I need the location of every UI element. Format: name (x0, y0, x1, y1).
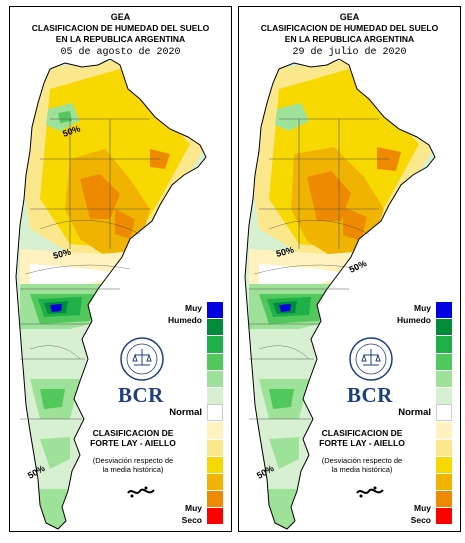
method-note: (Desviación respecto de la media históri… (74, 456, 192, 474)
legend-swatch-2 (436, 335, 452, 353)
legend-bottom-label-2: Seco (181, 515, 202, 525)
method-line1: CLASIFICACION DE (321, 428, 403, 438)
legend-top-label-2: Humedo (397, 315, 431, 325)
method-title: CLASIFICACION DE FORTE LAY - AIELLO (307, 428, 417, 448)
panel-title-line1: CLASIFICACION DE HUMEDAD DEL SUELO (31, 23, 210, 33)
legend-swatch-8 (436, 438, 452, 456)
legend-swatch-6 (207, 404, 223, 422)
legend-swatch-11 (436, 490, 452, 508)
legend-swatch-10 (436, 472, 452, 491)
method-note1: (Desviación respecto de (321, 456, 403, 465)
legend-swatch-0 (436, 301, 452, 319)
panel-date: 05 de agosto de 2020 (60, 47, 181, 58)
bcr-seal-logo (349, 337, 393, 381)
contour-label: 50% (348, 258, 369, 275)
panel-org: GEA (339, 12, 360, 22)
legend-swatch-2 (207, 335, 223, 353)
legend-swatch-0 (207, 301, 223, 319)
legend-swatch-10 (207, 472, 223, 491)
bcr-brand: BCR (118, 383, 164, 407)
bcr-brand: BCR (347, 383, 393, 407)
legend-swatch-3 (207, 352, 223, 370)
map-panel-august: GEA CLASIFICACION DE HUMEDAD DEL SUELO E… (9, 6, 232, 532)
method-title: CLASIFICACION DE FORTE LAY - AIELLO (78, 428, 188, 448)
legend-top-label-2: Humedo (168, 315, 202, 325)
legend-swatch-4 (207, 369, 223, 387)
panel-date: 29 de julio de 2020 (292, 47, 407, 58)
method-line2: FORTE LAY - AIELLO (319, 438, 405, 448)
legend-swatch-1 (436, 318, 452, 336)
method-note2: la media histórica) (102, 465, 164, 474)
soil-moisture-map: 50% 50% 50% (15, 59, 207, 530)
legend-swatch-7 (207, 421, 223, 439)
legend-swatch-9 (207, 455, 223, 473)
legend-swatch-5 (436, 386, 452, 405)
panel-org: GEA (110, 12, 131, 22)
legend-swatch-1 (207, 318, 223, 336)
legend-swatch-11 (207, 490, 223, 508)
legend-mid-label: Normal (169, 407, 202, 418)
panel-title-line2: EN LA REPUBLICA ARGENTINA (284, 34, 415, 44)
method-line2: FORTE LAY - AIELLO (90, 438, 176, 448)
legend-swatch-12 (207, 507, 223, 525)
legend-swatch-5 (207, 386, 223, 405)
panel-title-line2: EN LA REPUBLICA ARGENTINA (55, 34, 186, 44)
legend-bottom-label-1: Muy (185, 503, 202, 513)
gea-mark-icon (127, 486, 155, 498)
legend-swatch-9 (436, 455, 452, 473)
panel-title-line1: CLASIFICACION DE HUMEDAD DEL SUELO (260, 23, 439, 33)
moisture-legend (207, 301, 223, 525)
method-note1: (Desviación respecto de (92, 456, 174, 465)
contour-label: 50% (275, 245, 295, 259)
legend-swatch-12 (436, 507, 452, 525)
legend-swatch-4 (436, 369, 452, 387)
legend-swatch-3 (436, 352, 452, 370)
method-line1: CLASIFICACION DE (92, 428, 174, 438)
moisture-legend (436, 301, 452, 525)
map-panel-july: GEA CLASIFICACION DE HUMEDAD DEL SUELO E… (238, 6, 461, 532)
gea-mark-icon (356, 486, 384, 498)
soil-moisture-map: 50% 50% 50% (244, 59, 436, 530)
legend-swatch-7 (436, 421, 452, 439)
legend-bottom-label-2: Seco (410, 515, 431, 525)
legend-swatch-8 (207, 438, 223, 456)
bcr-seal-logo (120, 337, 164, 381)
method-note: (Desviación respecto de la media históri… (303, 456, 421, 474)
legend-bottom-label-1: Muy (414, 503, 431, 513)
method-note2: la media histórica) (331, 465, 393, 474)
legend-top-label-1: Muy (414, 303, 431, 313)
legend-mid-label: Normal (398, 407, 431, 418)
contour-label: 50% (52, 247, 72, 261)
legend-top-label-1: Muy (185, 303, 202, 313)
legend-swatch-6 (436, 404, 452, 422)
